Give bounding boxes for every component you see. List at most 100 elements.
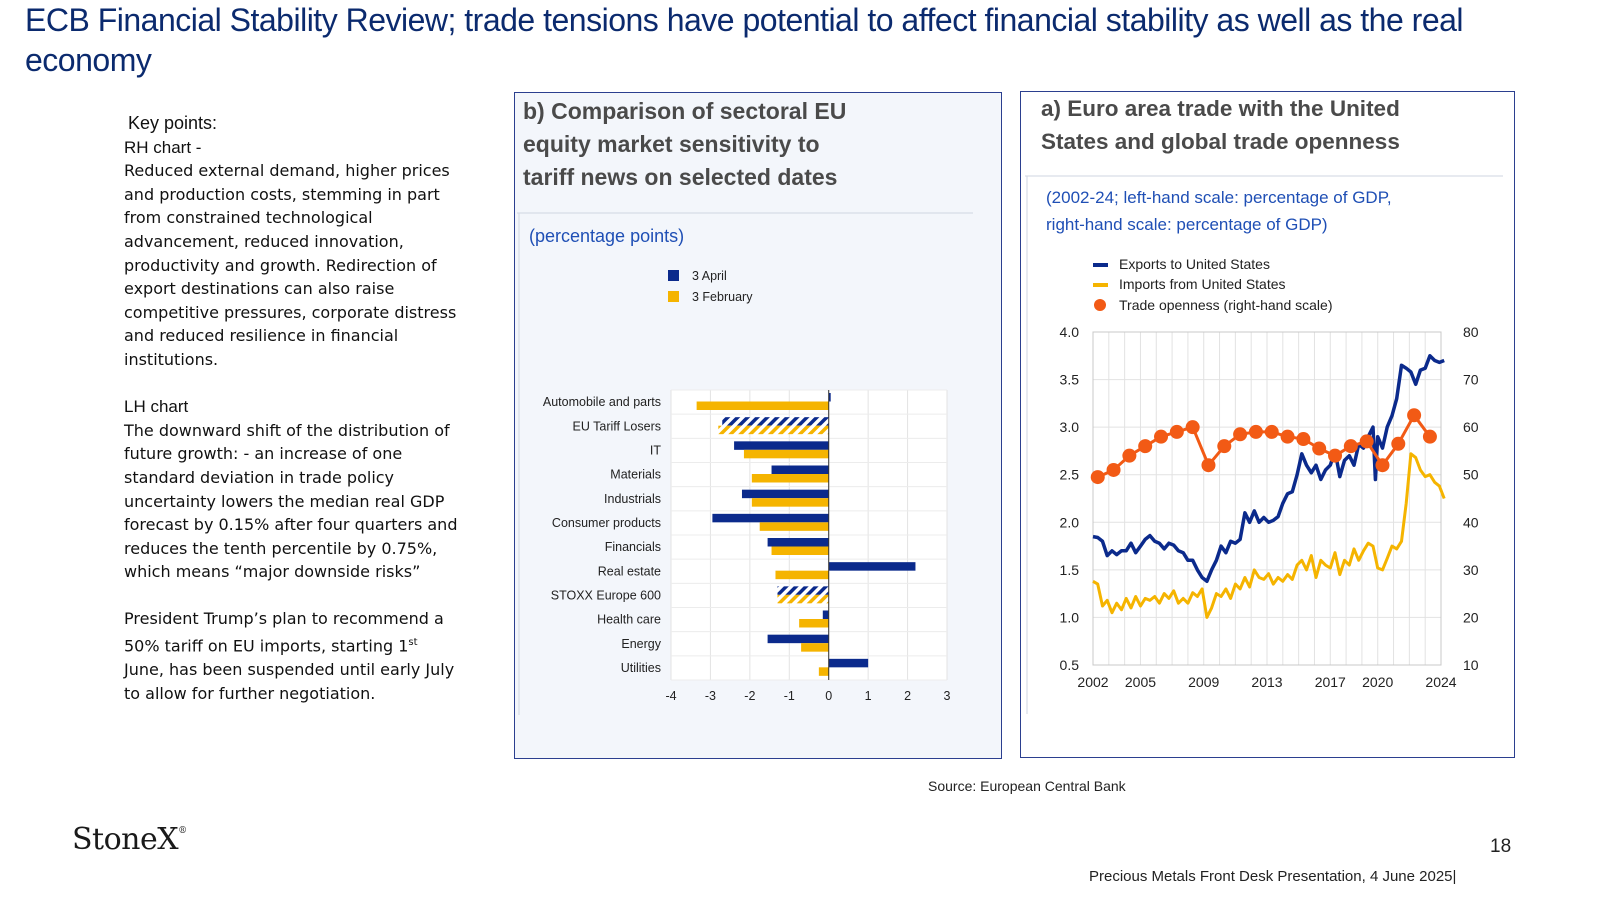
- bar-april: [734, 441, 829, 450]
- bar-february: [696, 401, 829, 410]
- bar-february: [775, 570, 829, 580]
- bar-february: [801, 643, 829, 652]
- x-tick-label: 2017: [1315, 674, 1346, 690]
- bar-february: [751, 498, 829, 507]
- x-tick-label: 2024: [1425, 674, 1456, 690]
- legend-swatch-imports: [1093, 283, 1108, 287]
- key-points-label: Key points:: [128, 113, 218, 133]
- openness-point: [1375, 458, 1390, 473]
- lh-chart-heading: LH chart: [124, 397, 189, 417]
- notes-line: uncertainty lowers the median real GDP: [124, 491, 445, 511]
- notes-line: which means “major downside risks”: [124, 562, 421, 582]
- x-tick-label: 2: [904, 689, 911, 703]
- y-tick-label-right: 10: [1463, 657, 1479, 673]
- legend-swatch-exports: [1093, 263, 1108, 267]
- notes-line: productivity and growth. Redirection of: [124, 255, 437, 275]
- x-tick-label: 2009: [1188, 674, 1219, 690]
- exports-line: [1092, 354, 1445, 584]
- openness-point: [1407, 408, 1422, 423]
- openness-point: [1122, 448, 1137, 463]
- openness-point: [1264, 424, 1279, 439]
- y-tick-label-right: 50: [1463, 467, 1479, 483]
- y-tick-label-left: 1.5: [1060, 562, 1080, 578]
- category-label: Energy: [621, 637, 661, 651]
- legend-label: Trade openness (right-hand scale): [1119, 297, 1333, 313]
- x-tick-label: 2002: [1077, 674, 1108, 690]
- notes-line: to allow for further negotiation.: [124, 683, 376, 703]
- bar-february: [743, 449, 829, 459]
- notes-line: competitive pressures, corporate distres…: [124, 302, 457, 322]
- legend-swatch: [668, 270, 679, 281]
- euro-us-trade-chart: a) Euro area trade with the United States…: [1025, 96, 1503, 714]
- y-tick-label-right: 20: [1463, 609, 1479, 625]
- y-tick-label-left: 3.0: [1060, 419, 1080, 435]
- openness-point: [1154, 429, 1169, 444]
- chart-panel-sector-sensitivity: b) Comparison of sectoral EU equity marke…: [514, 92, 1002, 759]
- notes-line: advancement, reduced innovation,: [124, 231, 404, 251]
- x-tick-label: -2: [744, 689, 755, 703]
- bar-april: [712, 513, 829, 523]
- chart-title: b) Comparison of sectoral EU: [523, 98, 846, 124]
- notes-line: June, has been suspended until early Jul…: [124, 659, 455, 679]
- notes-line: and production costs, stemming in part: [124, 184, 440, 204]
- openness-point: [1359, 434, 1374, 449]
- notes-text: 50% tariff on EU imports, starting 1: [124, 636, 409, 656]
- y-tick-label-left: 3.5: [1060, 372, 1080, 388]
- bar-february: [759, 522, 829, 531]
- openness-point: [1169, 424, 1184, 439]
- chart-title: States and global trade openness: [1041, 129, 1400, 154]
- y-tick-label-right: 60: [1463, 419, 1479, 435]
- bar-april: [767, 634, 829, 644]
- y-tick-label-right: 80: [1463, 324, 1479, 340]
- bar-april: [828, 562, 916, 571]
- bar-february: [777, 594, 829, 604]
- bar-april: [741, 489, 829, 499]
- notes-line: Reduced external demand, higher prices: [124, 161, 450, 181]
- openness-point: [1106, 462, 1121, 477]
- logo-mark: ®: [178, 826, 187, 836]
- category-label: Financials: [605, 540, 661, 554]
- bar-february: [751, 474, 829, 483]
- x-tick-label: 2013: [1251, 674, 1282, 690]
- page-number: 18: [1490, 836, 1512, 857]
- x-tick-label: 3: [944, 689, 951, 703]
- logo-text: StoneX: [72, 822, 179, 857]
- notes-line: export destinations can also raise: [124, 279, 395, 299]
- bar-april: [828, 658, 869, 668]
- plot-frame: [1092, 331, 1442, 666]
- chart-subtitle: right-hand scale: percentage of GDP): [1046, 215, 1328, 234]
- openness-point: [1090, 470, 1105, 485]
- category-label: Health care: [597, 613, 661, 627]
- chart-title: a) Euro area trade with the United: [1041, 96, 1400, 121]
- openness-point: [1233, 427, 1248, 442]
- openness-point: [1248, 424, 1263, 439]
- category-label: Industrials: [604, 492, 661, 506]
- category-label: EU Tariff Losers: [573, 419, 661, 433]
- notes-line: President Trump’s plan to recommend a: [124, 609, 444, 629]
- bar-april: [828, 393, 831, 402]
- x-tick-label: 0: [825, 689, 832, 703]
- y-tick-label-left: 0.5: [1060, 657, 1080, 673]
- x-tick-label: -1: [784, 689, 795, 703]
- openness-point: [1296, 432, 1311, 447]
- openness-point: [1201, 458, 1216, 473]
- chart-panel-euro-us-trade: a) Euro area trade with the United States…: [1020, 91, 1515, 758]
- category-label: Utilities: [621, 661, 661, 675]
- slide-title: ECB Financial Stability Review; trade te…: [25, 2, 1464, 78]
- y-tick-label-right: 70: [1463, 372, 1479, 388]
- x-tick-label: 2005: [1125, 674, 1156, 690]
- bar-april: [722, 417, 829, 426]
- bar-april: [777, 586, 829, 595]
- bar-february: [799, 619, 829, 628]
- category-label: Automobile and parts: [543, 395, 661, 409]
- rh-chart-heading: RH chart -: [124, 137, 202, 157]
- openness-point: [1422, 429, 1437, 444]
- bar-april: [822, 610, 829, 619]
- chart-title: tariff news on selected dates: [523, 164, 837, 190]
- bar-february: [771, 546, 829, 555]
- y-tick-label-left: 2.5: [1060, 467, 1080, 483]
- bar-april: [767, 538, 829, 547]
- notes-line: standard deviation in trade policy: [124, 467, 395, 487]
- stonex-logo: StoneX®: [72, 822, 187, 857]
- openness-point: [1328, 448, 1343, 463]
